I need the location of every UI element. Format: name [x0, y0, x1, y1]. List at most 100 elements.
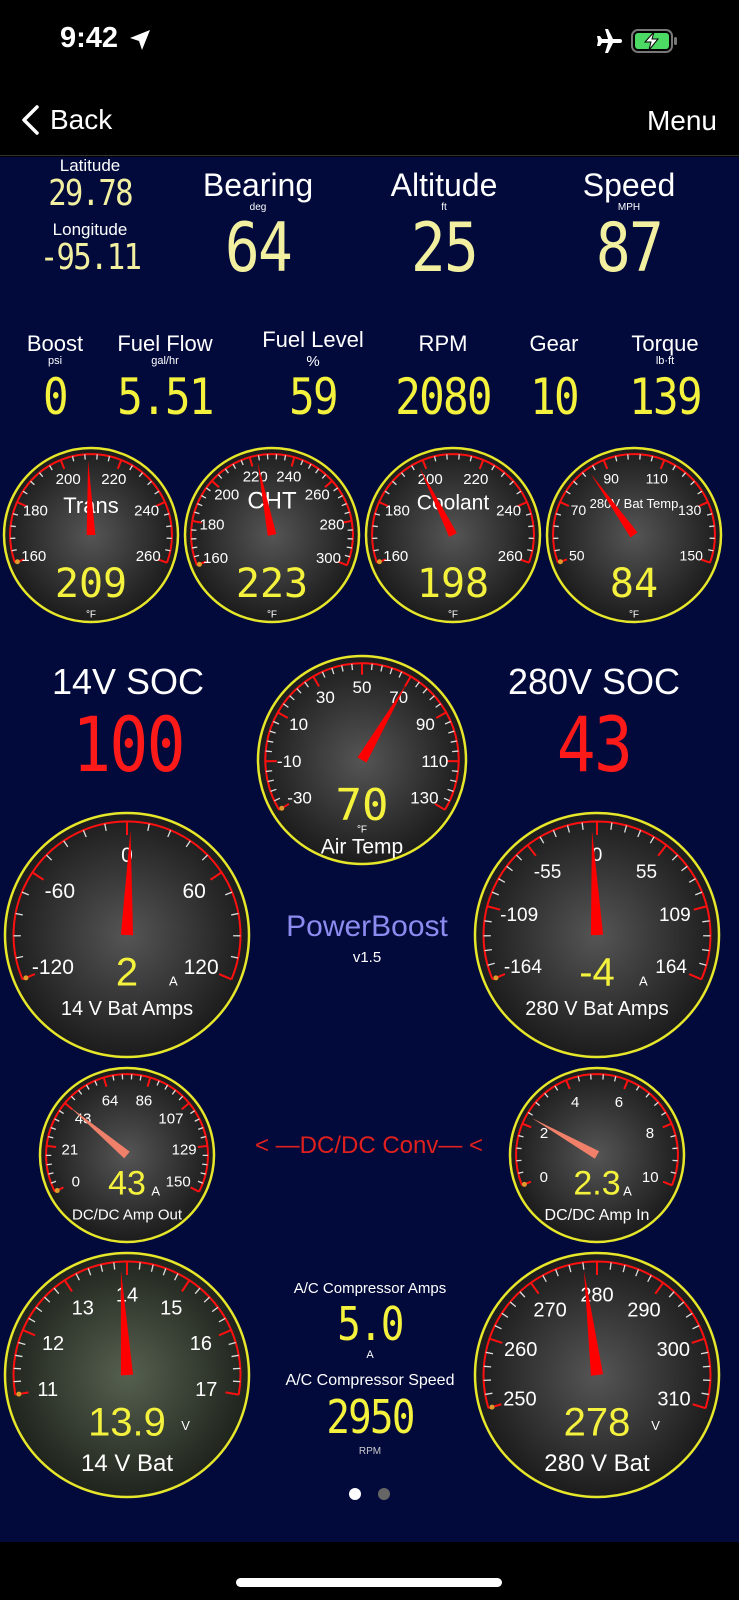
minor-tick	[433, 456, 437, 462]
minor-tick	[344, 554, 351, 558]
gauge-amps280: -164 -109 -55 0 55 109 164 280 V Bat Amps -4 A	[473, 811, 721, 1059]
minor-tick	[566, 825, 571, 833]
minor-tick	[228, 1341, 236, 1346]
gauge-needle	[86, 460, 96, 536]
minor-tick	[283, 455, 287, 461]
gauge-tick-label: 150	[166, 1173, 191, 1190]
minor-tick	[451, 770, 459, 773]
minor-tick	[671, 854, 678, 861]
minor-tick	[162, 1268, 167, 1276]
minor-tick	[50, 1180, 57, 1184]
back-button[interactable]: Back	[20, 104, 112, 136]
minor-tick	[194, 1118, 200, 1122]
minor-tick	[30, 480, 35, 486]
major-tick	[324, 480, 333, 489]
min-marker	[521, 1181, 527, 1187]
minor-tick	[635, 1269, 640, 1277]
major-tick	[102, 1077, 108, 1087]
minor-tick	[150, 1264, 154, 1272]
gauge-needle	[531, 1118, 600, 1159]
gauge-title: DC/DC Amp Out	[72, 1206, 183, 1223]
gauge-tick-label: 107	[158, 1110, 183, 1127]
minor-tick	[518, 1135, 524, 1138]
minor-tick	[411, 465, 415, 471]
minor-tick	[635, 1085, 640, 1091]
gauge-tick-label: 220	[101, 471, 126, 488]
major-tick	[181, 1102, 190, 1111]
minor-tick	[622, 1264, 626, 1273]
minor-tick	[670, 1171, 676, 1174]
minor-tick	[528, 525, 534, 528]
gauge-value: 278	[564, 1400, 631, 1444]
gauge-tick-label: 260	[498, 548, 523, 565]
minor-tick	[333, 487, 339, 492]
minor-tick	[203, 1296, 210, 1303]
engine-readout-label: Torque	[631, 331, 699, 356]
minor-tick	[304, 681, 309, 688]
minor-tick	[165, 549, 171, 552]
gauge-value: -4	[579, 951, 615, 995]
major-tick	[218, 973, 232, 981]
minor-tick	[21, 891, 29, 896]
minor-tick	[389, 667, 393, 675]
minor-tick	[138, 1262, 141, 1270]
minor-tick	[269, 730, 276, 734]
major-tick	[435, 711, 447, 719]
major-tick	[522, 1122, 532, 1129]
major-tick	[116, 459, 123, 470]
app-name: PowerBoost	[286, 910, 448, 943]
minor-tick	[695, 891, 703, 896]
gauge-tick-label: 70	[571, 502, 587, 518]
minor-tick	[58, 1110, 65, 1115]
major-tick	[155, 501, 166, 507]
gauge-tick-label: 260	[504, 1339, 537, 1361]
gauge-tick-label: 90	[603, 470, 619, 486]
ac-speed-label: A/C Compressor Speed	[285, 1372, 455, 1389]
minor-tick	[370, 663, 373, 671]
gauge-title: Air Temp	[321, 836, 403, 859]
minor-tick	[555, 513, 562, 516]
gauge-value: 13.9	[88, 1400, 166, 1444]
gauge-unit: °F	[629, 609, 639, 620]
minor-tick	[194, 1287, 201, 1295]
minor-tick	[610, 822, 613, 830]
minor-tick	[509, 1301, 517, 1308]
gauge-tick-label: 150	[680, 548, 704, 564]
gauge-tick-label: 130	[678, 502, 702, 518]
longitude-label: Longitude	[52, 220, 128, 239]
minor-tick	[46, 854, 53, 861]
major-tick	[197, 1144, 208, 1149]
gauge-tick-label: 130	[410, 788, 438, 807]
minor-tick	[78, 1089, 83, 1095]
min-marker	[196, 561, 202, 567]
dashboard: Latitude 29.78 Longitude -95.11 Bearing …	[0, 157, 739, 1542]
minor-tick	[28, 1317, 36, 1323]
minor-tick	[668, 1291, 675, 1298]
minor-tick	[321, 474, 327, 479]
gauge-needle	[69, 1106, 130, 1159]
gauge-tick-label: 30	[316, 688, 335, 707]
minor-tick	[645, 1092, 650, 1098]
minor-tick	[501, 1312, 509, 1318]
minor-tick	[300, 459, 304, 466]
page-indicator-1[interactable]	[349, 1488, 361, 1500]
minor-tick	[372, 525, 378, 528]
airplane-icon	[597, 29, 622, 53]
major-tick	[378, 501, 389, 507]
engine-readout-value: 2080	[395, 368, 492, 426]
engine-readout-label: Fuel Level	[262, 327, 364, 352]
page-indicator-2[interactable]	[378, 1488, 390, 1500]
back-label: Back	[50, 104, 113, 135]
minor-tick	[315, 468, 320, 474]
gauge-tick-label: 160	[383, 548, 408, 565]
minor-tick	[469, 456, 473, 462]
engine-readout-unit: lb·ft	[655, 355, 675, 367]
minor-tick	[706, 513, 713, 516]
menu-button[interactable]: Menu	[646, 105, 717, 136]
gauge-tick-label: 240	[134, 502, 159, 519]
minor-tick	[22, 490, 28, 495]
minor-tick	[450, 740, 457, 743]
major-tick	[421, 459, 428, 470]
gauge-unit: °F	[267, 609, 277, 620]
